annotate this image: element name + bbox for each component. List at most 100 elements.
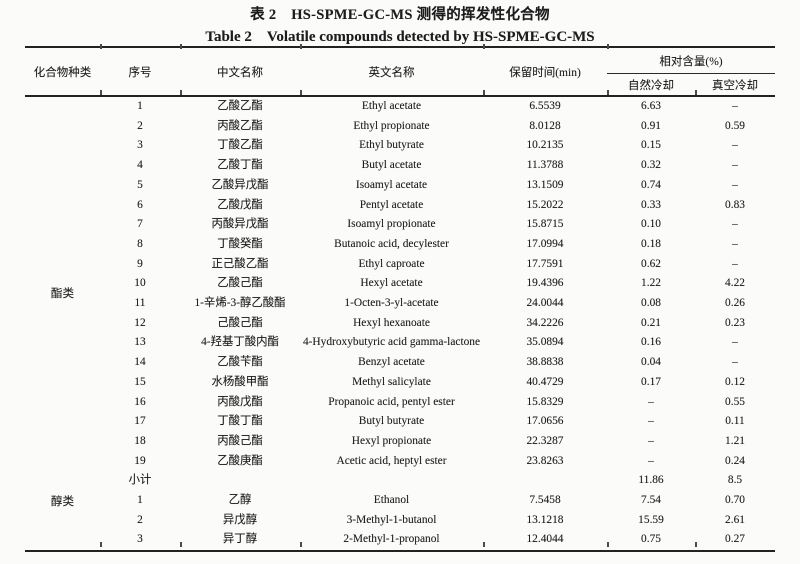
- cell-name-zh: 异丁醇: [222, 533, 258, 546]
- cell-retention-time: 17.0656: [526, 415, 564, 428]
- cell-natural-cooling: 0.21: [641, 316, 661, 329]
- cell-vacuum-cooling: –: [732, 159, 738, 172]
- column-boundary-tick: [100, 44, 102, 49]
- cell-retention-time: 19.4396: [526, 277, 564, 290]
- cell-natural-cooling: 15.59: [638, 513, 664, 526]
- header-row-main: 化合物种类 序号 中文名称 英文名称 保留时间(min) 相对含量(%): [25, 47, 775, 97]
- cell-name-en: Propanoic acid, pentyl ester: [328, 395, 455, 408]
- column-boundary-tick: [695, 542, 697, 547]
- cell-no: 10: [134, 277, 146, 290]
- table-row: 3 异丁醇 2-Methyl-1-propanol 12.4044 0.75 0.27: [25, 530, 775, 551]
- column-boundary-tick: [607, 542, 609, 547]
- cell-name-zh: 水杨酸甲酯: [211, 375, 269, 388]
- cell-natural-cooling: 0.18: [641, 237, 661, 250]
- volatile-compounds-table: 化合物种类 序号 中文名称 英文名称 保留时间(min) 相对含量(%) 自然冷…: [25, 46, 775, 553]
- cell-name-en: Ethyl acetate: [361, 100, 422, 112]
- cell-name-zh: 丁酸丁酯: [217, 415, 263, 428]
- table-row: 小计 11.86 8.5: [25, 471, 775, 491]
- cell-name-en: Ethanol: [373, 494, 410, 507]
- cell-no: 3: [137, 139, 143, 152]
- cell-natural-cooling: 0.32: [641, 159, 661, 172]
- header-row-sub: 自然冷却 真空冷却: [25, 73, 775, 97]
- cell-retention-time: 10.2135: [526, 139, 564, 152]
- cell-vacuum-cooling: –: [732, 356, 738, 369]
- cell-retention-time: 17.0994: [526, 237, 564, 250]
- cell-name-zh: 己酸己酯: [217, 316, 263, 329]
- cell-natural-cooling: 1.22: [641, 277, 661, 290]
- cell-name-zh: 正己酸乙酯: [211, 257, 269, 270]
- table-row: 4 乙酸丁酯 Butyl acetate 11.3788 0.32 –: [25, 156, 775, 176]
- cell-name-zh: 乙醇: [228, 494, 252, 507]
- table-row: 11 1-辛烯-3-醇乙酸酯 1-Octen-3-yl-acetate 24.0044…: [25, 294, 775, 314]
- table-row: 2 丙酸乙酯 Ethyl propionate 8.0128 0.91 0.59: [25, 117, 775, 137]
- cell-name-en: Hexyl hexanoate: [353, 316, 430, 329]
- cell-natural-cooling: 0.04: [641, 356, 661, 369]
- header-natural-cooling: 自然冷却: [607, 73, 695, 97]
- table-row: 3 丁酸乙酯 Ethyl butyrate 10.2135 0.15 –: [25, 136, 775, 156]
- cell-natural-cooling: 0.62: [641, 257, 661, 270]
- cell-name-en: 1-Octen-3-yl-acetate: [344, 297, 439, 310]
- cell-natural-cooling: 0.75: [641, 533, 661, 546]
- column-boundary-tick: [180, 90, 182, 95]
- cell-retention-time: 11.3788: [526, 159, 564, 172]
- header-retention-time: 保留时间(min): [483, 47, 607, 97]
- table-row: 12 己酸己酯 Hexyl hexanoate 34.2226 0.21 0.23: [25, 314, 775, 334]
- cell-vacuum-cooling: 0.12: [725, 375, 745, 388]
- cell-vacuum-cooling: 0.55: [725, 395, 745, 408]
- cell-name-zh: 丙酸戊酯: [217, 395, 263, 408]
- cell-name-zh: 4-羟基丁酸内酯: [201, 336, 279, 349]
- table-row: 18 丙酸己酯 Hexyl propionate 22.3287 – 1.21: [25, 432, 775, 452]
- cell-retention-time: 12.4044: [526, 533, 564, 546]
- cell-vacuum-cooling: –: [732, 336, 738, 349]
- cell-name-zh: 丙酸乙酯: [217, 119, 263, 132]
- data-table: 化合物种类 序号 中文名称 英文名称 保留时间(min) 相对含量(%) 自然冷…: [25, 46, 775, 553]
- table-body: 酯类 1 乙酸乙酯 Ethyl acetate 6.5539 6.63 – 2 丙酸乙酯 Ethy…: [25, 96, 775, 551]
- cell-no: 8: [137, 237, 143, 250]
- column-boundary-tick: [180, 542, 182, 547]
- cell-no: 3: [137, 533, 143, 546]
- cell-no: 18: [134, 434, 146, 447]
- table-row: 14 乙酸苄酯 Benzyl acetate 38.8838 0.04 –: [25, 353, 775, 373]
- cell-retention-time: 35.0894: [526, 336, 564, 349]
- column-boundary-tick: [695, 90, 697, 95]
- table-row: 醇类 1 乙醇 Ethanol 7.5458 7.54 0.70: [25, 491, 775, 511]
- table-row: 10 乙酸己酯 Hexyl acetate 19.4396 1.22 4.22: [25, 274, 775, 294]
- table-row: 16 丙酸戊酯 Propanoic acid, pentyl ester 15.832…: [25, 393, 775, 413]
- cell-name-en: Benzyl acetate: [358, 356, 425, 369]
- cell-name-zh: 乙酸丁酯: [217, 159, 263, 172]
- table-row: 17 丁酸丁酯 Butyl butyrate 17.0656 – 0.11: [25, 412, 775, 432]
- cell-retention-time: 15.2022: [526, 198, 564, 211]
- cell-natural-cooling: 0.16: [641, 336, 661, 349]
- cell-vacuum-cooling: –: [732, 139, 738, 152]
- column-boundary-tick: [100, 90, 102, 95]
- cell-retention-time: 22.3287: [526, 434, 564, 447]
- cell-natural-cooling: –: [648, 415, 654, 428]
- cell-name-zh: 乙酸庚酯: [217, 454, 263, 467]
- column-boundary-tick: [300, 90, 302, 95]
- compound-type-label: 酯类: [50, 287, 75, 301]
- cell-no: 2: [137, 119, 143, 132]
- cell-name-en: Butyl acetate: [361, 159, 422, 172]
- column-boundary-tick: [607, 44, 609, 49]
- cell-no: 2: [137, 513, 143, 526]
- cell-no: 1: [137, 100, 143, 112]
- cell-natural-cooling: –: [648, 454, 654, 467]
- cell-vacuum-cooling: 8.5: [727, 474, 743, 487]
- cell-name-en: 3-Methyl-1-butanol: [346, 513, 437, 526]
- cell-vacuum-cooling: 0.23: [725, 316, 745, 329]
- cell-name-en: 2-Methyl-1-propanol: [343, 533, 440, 546]
- cell-retention-time: 34.2226: [526, 316, 564, 329]
- table-row: 19 乙酸庚酯 Acetic acid, heptyl ester 23.8263 – 0…: [25, 452, 775, 472]
- cell-no: 14: [134, 356, 146, 369]
- cell-no: 13: [134, 336, 146, 349]
- table-row: 7 丙酸异戊酯 Isoamyl propionate 15.8715 0.10 –: [25, 215, 775, 235]
- cell-natural-cooling: 0.74: [641, 178, 661, 191]
- cell-name-zh: 丙酸异戊酯: [211, 218, 269, 231]
- cell-name-en: Isoamyl propionate: [347, 218, 436, 231]
- cell-name-en: Pentyl acetate: [359, 198, 424, 211]
- column-boundary-tick: [607, 90, 609, 95]
- cell-vacuum-cooling: 1.21: [725, 434, 745, 447]
- cell-natural-cooling: 0.08: [641, 297, 661, 310]
- cell-natural-cooling: 6.63: [641, 100, 661, 112]
- cell-retention-time: 7.5458: [529, 494, 561, 507]
